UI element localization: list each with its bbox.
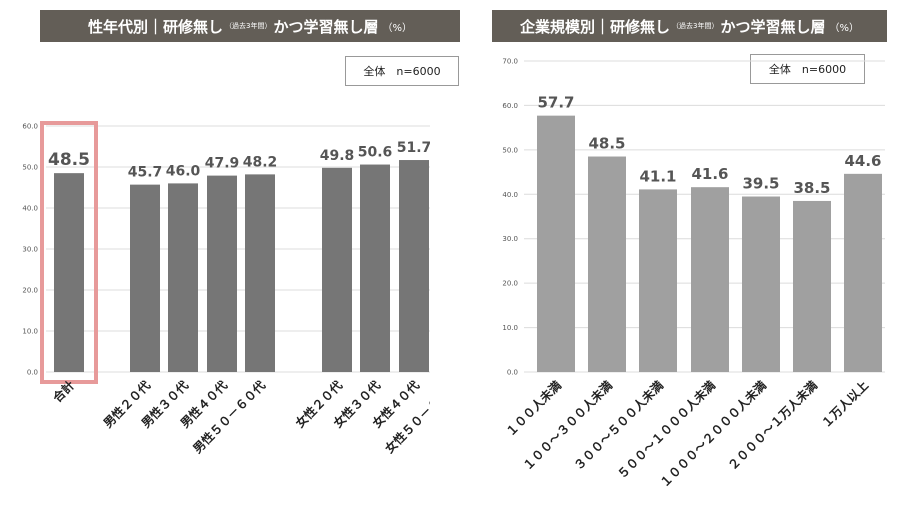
bar-chart: 0.010.020.030.040.050.060.070.057.7１００人未… [502,58,885,490]
data-label: 51.7 [397,140,430,156]
highlight-box [40,121,98,384]
y-tick-label: 50.0 [502,146,518,154]
bar [844,173,882,372]
x-category-label: １００～３００人未満 [520,378,615,473]
bar [742,196,780,372]
chart-title-period: （過去3年間） [672,22,719,30]
data-label: 46.0 [166,163,201,179]
chart-title-main: 性年代別｜研修無し [87,17,223,36]
data-label: 48.5 [588,135,625,153]
bar [360,164,390,372]
chart-title-rest: かつ学習無し層 [720,17,826,36]
bar [130,184,160,372]
chart-title-unit: （%） [382,22,412,34]
chart-title-main: 企業規模別｜研修無し [519,17,670,36]
x-category-label: ２０００～１万人未満 [725,378,820,473]
chart-title-unit: （%） [829,22,859,34]
bar-chart: 0.010.020.030.040.050.060.048.5合計45.7男性２… [22,121,430,456]
bar [207,175,237,372]
y-tick-label: 30.0 [502,235,518,243]
bar [691,187,729,372]
y-tick-label: 0.0 [507,369,518,377]
data-label: 44.6 [844,152,881,170]
y-tick-label: 10.0 [22,328,38,336]
x-category-label: ３００～５００人未満 [571,378,666,473]
bar [537,115,575,372]
y-tick-label: 60.0 [22,123,38,131]
data-label: 48.2 [243,154,278,170]
gender-age-chart-panel: 性年代別｜研修無し （過去3年間） かつ学習無し層 （%） 全体 n=6000 … [0,0,460,520]
data-label: 41.6 [691,165,728,183]
y-tick-label: 20.0 [22,287,38,295]
y-tick-label: 30.0 [22,246,38,254]
data-label: 50.6 [358,145,393,161]
x-category-label: １０００～２０００人未満 [657,378,769,490]
chart-title-rest: かつ学習無し層 [273,17,379,36]
company-size-chart-panel: 企業規模別｜研修無し （過去3年間） かつ学習無し層 （%） 全体 n=6000… [470,0,900,520]
chart-title: 企業規模別｜研修無し （過去3年間） かつ学習無し層 （%） [492,10,887,42]
x-category-label: ５００～１０００人未満 [614,378,718,482]
sample-size-label: 全体 n=6000 [345,56,459,86]
y-tick-label: 70.0 [502,58,518,66]
data-label: 49.8 [320,148,355,164]
sample-size-label: 全体 n=6000 [750,54,865,84]
bar [54,173,84,372]
y-tick-label: 40.0 [22,205,38,213]
y-tick-label: 40.0 [502,191,518,199]
y-tick-label: 20.0 [502,280,518,288]
y-tick-label: 50.0 [22,164,38,172]
bar [588,156,626,372]
data-label: 38.5 [793,179,830,197]
x-category-label: １万人以上 [818,378,871,431]
bar [399,160,429,372]
data-label: 41.1 [639,167,676,185]
y-tick-label: 60.0 [502,102,518,110]
data-label: 57.7 [537,94,574,112]
bar [793,200,831,372]
y-tick-label: 10.0 [502,324,518,332]
bar [168,183,198,372]
chart-title: 性年代別｜研修無し （過去3年間） かつ学習無し層 （%） [40,10,460,42]
bar [245,174,275,372]
data-label: 48.5 [48,150,90,170]
bar [322,167,352,372]
data-label: 39.5 [742,175,779,193]
bar [639,189,677,372]
data-label: 45.7 [128,165,163,181]
chart-title-period: （過去3年間） [225,22,272,30]
data-label: 47.9 [205,156,240,172]
y-tick-label: 0.0 [27,369,38,377]
